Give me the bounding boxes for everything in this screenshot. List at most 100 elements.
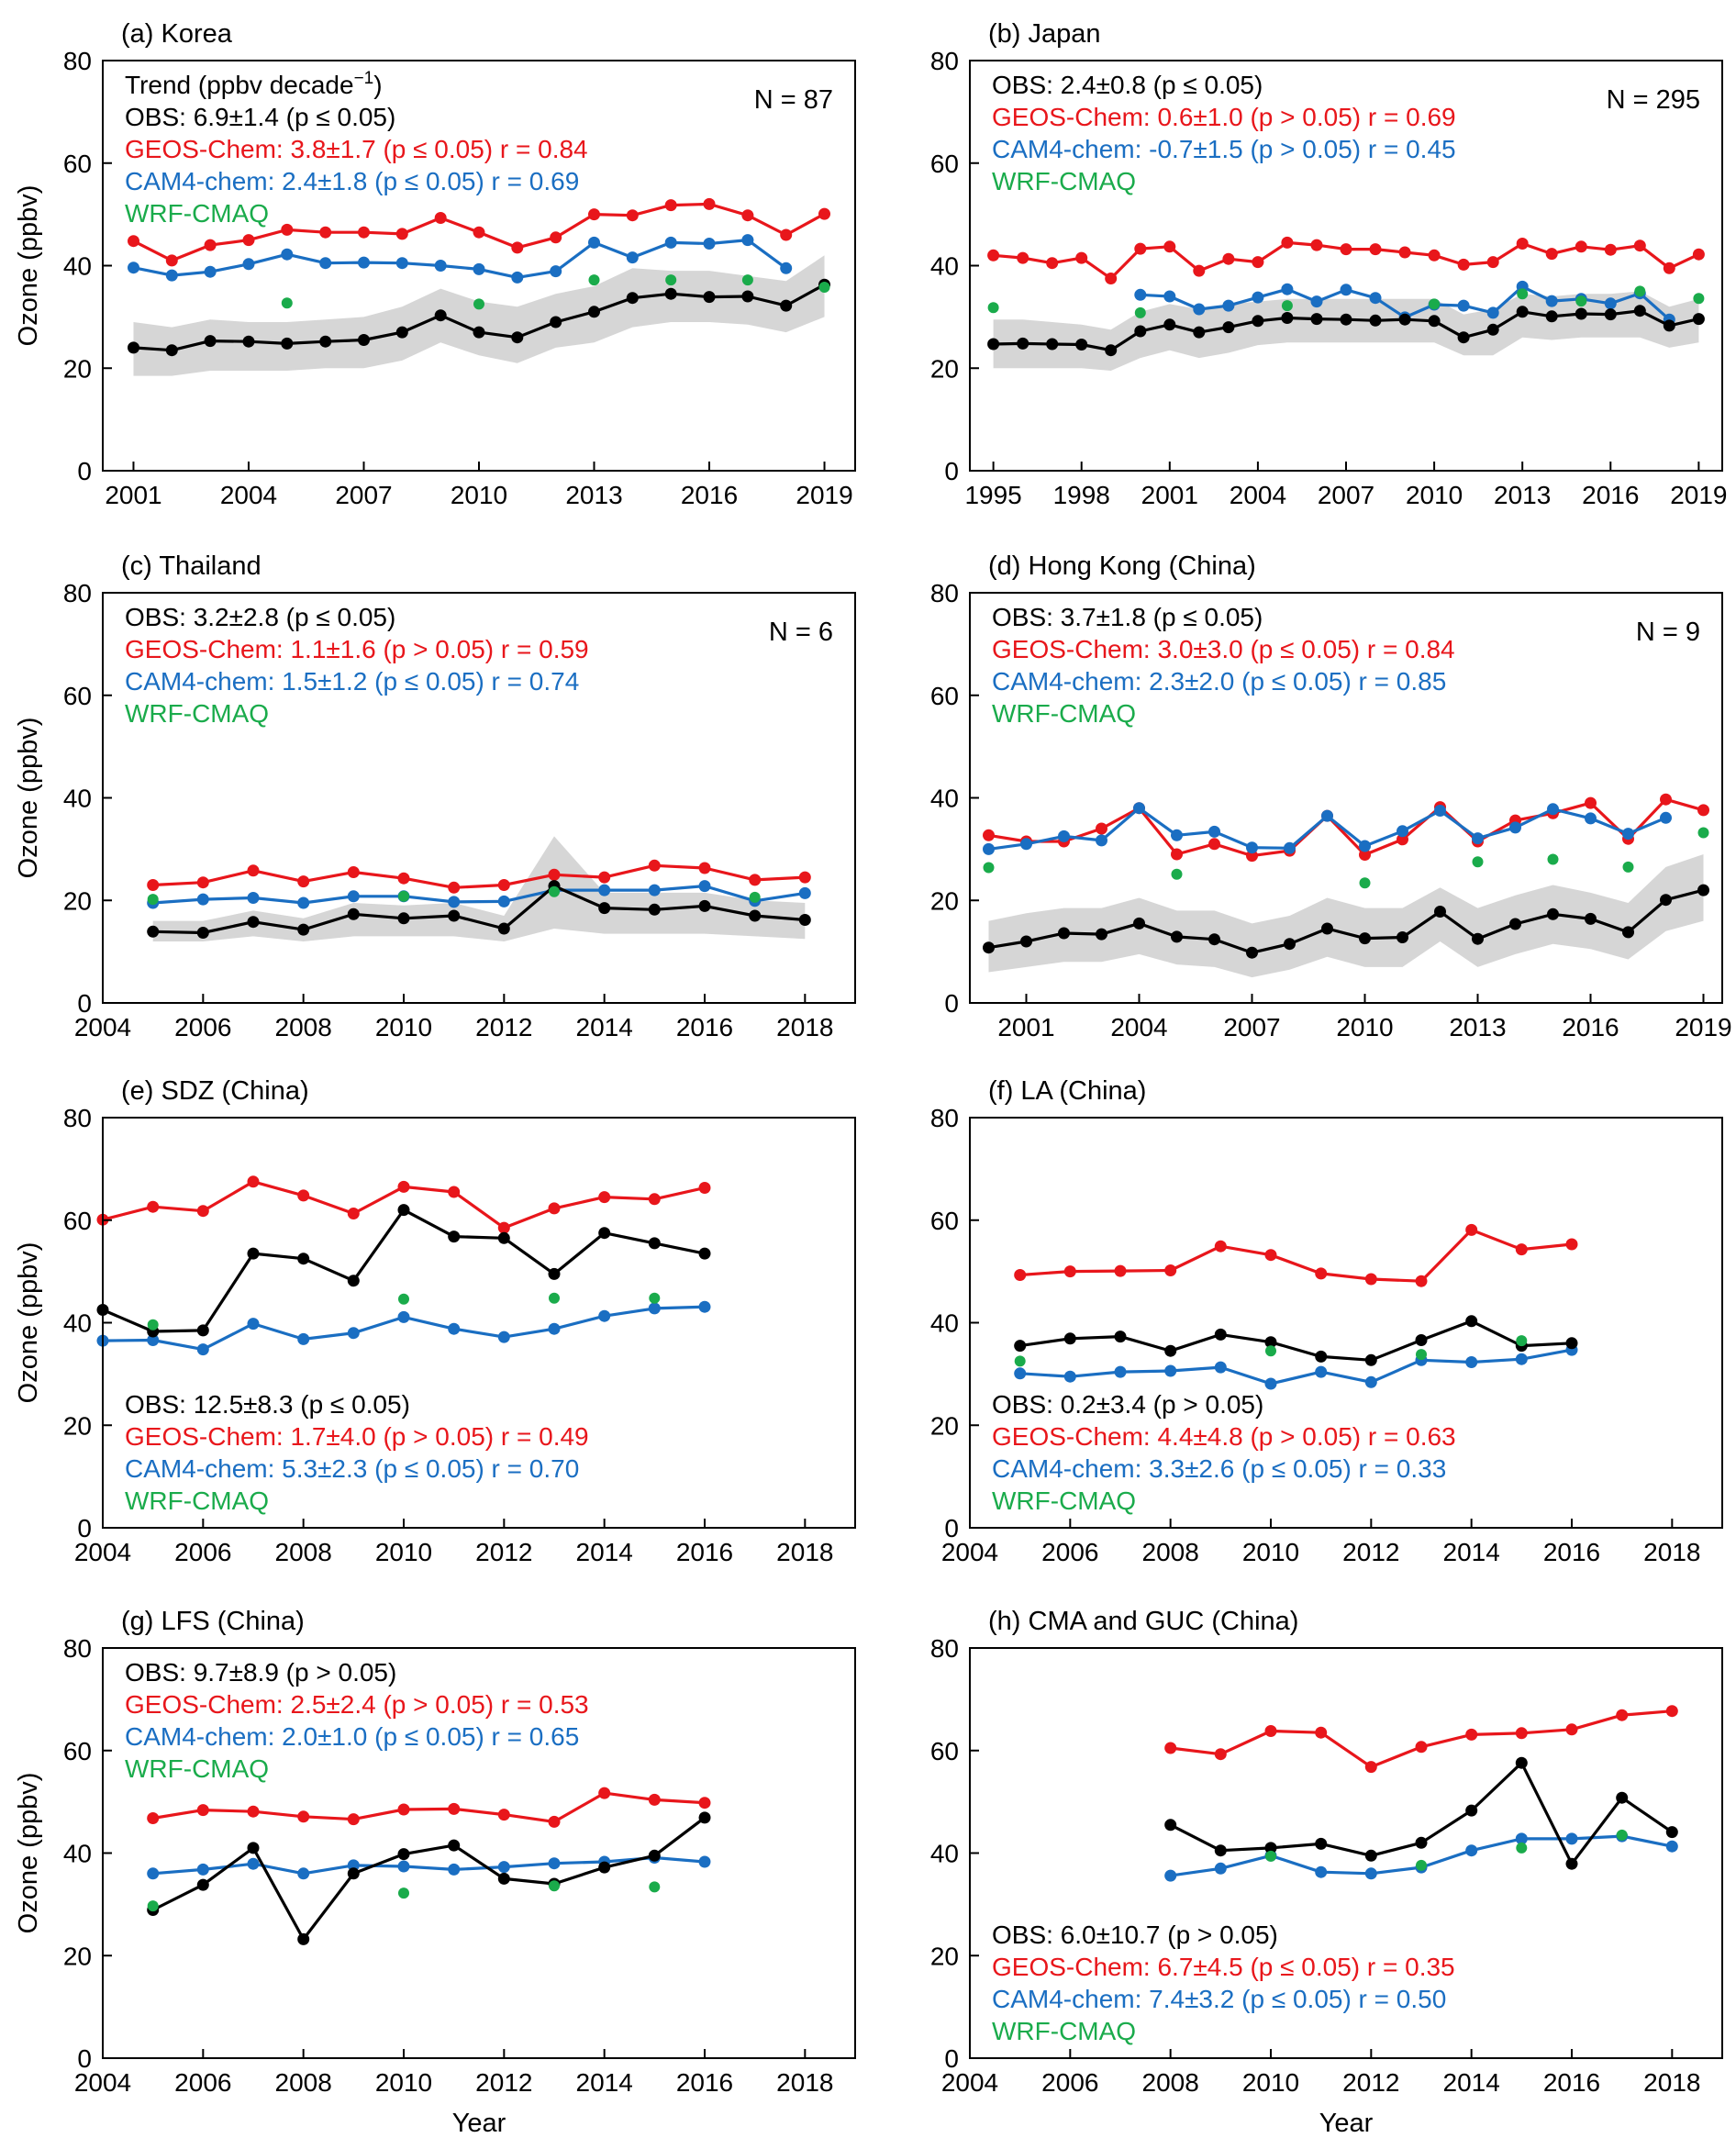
cam-point	[598, 884, 611, 896]
geos-point	[1633, 239, 1646, 252]
cam-point	[1284, 841, 1296, 854]
y-tick-label: 0	[944, 457, 959, 485]
obs-point	[1163, 318, 1176, 331]
geos-point	[347, 1208, 360, 1219]
cam-point	[1063, 1370, 1076, 1383]
panel-3: (c) Thailand 0 20 40 60 80 2004 2006 2008 2010 201…	[14, 551, 856, 1041]
obs-point	[397, 1204, 410, 1217]
wrf-point	[147, 1319, 159, 1331]
geos-point	[664, 199, 677, 212]
geos-line	[1170, 1709, 1673, 1769]
obs-point	[983, 941, 995, 954]
wrf-point	[741, 274, 753, 286]
cam-point	[1193, 303, 1206, 316]
obs-point	[1457, 331, 1470, 344]
legend-wrf: WRF-CMAQ	[125, 1754, 269, 1783]
obs-point	[1663, 319, 1675, 332]
geos-point	[297, 875, 310, 888]
y-tick-label: 20	[930, 886, 959, 915]
obs-range-band	[152, 836, 806, 941]
cam-point	[1364, 1867, 1377, 1880]
obs-point	[1616, 1791, 1629, 1804]
cam-point	[1465, 1844, 1478, 1857]
geos-point	[1575, 240, 1587, 253]
cam-point	[1622, 828, 1634, 841]
x-tick-label: 2006	[174, 1013, 231, 1041]
wrf-point	[398, 1293, 409, 1305]
obs-point	[1340, 313, 1352, 326]
y-tick-label: 60	[930, 682, 959, 710]
geos-point	[1660, 793, 1672, 806]
x-axis-title: Year	[1319, 2109, 1374, 2138]
x-tick-label: 2016	[676, 1013, 733, 1041]
geos-point	[448, 1802, 461, 1815]
y-tick-label: 20	[63, 1942, 92, 1970]
legend-geos: GEOS-Chem: 3.0±3.0 (p ≤ 0.05) r = 0.84	[992, 635, 1455, 663]
obs-point	[1565, 1337, 1578, 1350]
station-count: N = 6	[769, 618, 833, 647]
cam-point	[1340, 284, 1352, 296]
cam-point	[247, 1318, 260, 1331]
y-tick-label: 20	[930, 1942, 959, 1970]
obs-point	[1114, 1331, 1127, 1343]
cam-point	[588, 236, 600, 249]
geos-point	[1465, 1223, 1478, 1236]
x-tick-label: 2018	[776, 2068, 833, 2097]
wrf-point	[549, 885, 560, 897]
legend-geos: GEOS-Chem: 4.4±4.8 (p > 0.05) r = 0.63	[992, 1422, 1456, 1451]
geos-point	[165, 254, 178, 267]
geos-point	[1017, 251, 1029, 264]
panel-5: (e) SDZ (China) 0 20 40 60 80 2004 2006 2008 2010…	[14, 1076, 856, 1566]
wrf-point	[665, 274, 677, 286]
obs-point	[648, 903, 661, 916]
wrf-point	[818, 282, 830, 293]
obs-point	[1133, 917, 1145, 930]
obs-point	[1465, 1804, 1478, 1817]
y-tick-label: 20	[930, 1411, 959, 1440]
geos-point	[147, 1200, 160, 1213]
y-tick-label: 0	[77, 2044, 92, 2073]
cam-point	[196, 1863, 209, 1876]
obs-point	[1020, 935, 1032, 948]
geos-point	[397, 1180, 410, 1193]
obs-point	[1310, 313, 1323, 326]
geos-point	[1663, 262, 1675, 274]
x-tick-label: 2001	[1141, 481, 1198, 509]
y-tick-label: 20	[930, 354, 959, 383]
obs-point	[448, 1839, 461, 1852]
legend-cam: CAM4-chem: 2.4±1.8 (p ≤ 0.05) r = 0.69	[125, 167, 579, 195]
legend-obs: OBS: 3.2±2.8 (p ≤ 0.05)	[125, 603, 395, 631]
y-tick-label: 0	[77, 1514, 92, 1542]
legend-obs: OBS: 3.7±1.8 (p ≤ 0.05)	[992, 603, 1263, 631]
y-tick-label: 0	[77, 989, 92, 1018]
obs-point	[247, 916, 260, 929]
obs-point	[497, 1872, 510, 1885]
x-tick-label: 2016	[676, 1538, 733, 1566]
cam-point	[550, 265, 562, 278]
geos-point	[1310, 239, 1323, 251]
obs-point	[196, 927, 209, 939]
geos-point	[1214, 1240, 1227, 1253]
geos-point	[1134, 242, 1147, 255]
x-tick-label: 2010	[1242, 2068, 1299, 2097]
geos-point	[1264, 1249, 1277, 1262]
geos-point	[703, 197, 716, 210]
x-tick-label: 2010	[451, 481, 507, 509]
geos-point	[1114, 1264, 1127, 1277]
geos-point	[1046, 257, 1059, 270]
obs-point	[347, 1867, 360, 1880]
cam-point	[1164, 1869, 1177, 1882]
obs-point	[497, 922, 510, 935]
obs-point	[1105, 344, 1118, 357]
geos-point	[598, 871, 611, 884]
cam-point	[1214, 1361, 1227, 1374]
cam-point	[511, 271, 524, 284]
geos-point	[1565, 1723, 1578, 1736]
x-tick-label: 2004	[941, 2068, 998, 2097]
x-tick-label: 2013	[1494, 481, 1551, 509]
geos-point	[1171, 848, 1183, 861]
obs-point	[281, 337, 294, 350]
obs-point	[1315, 1350, 1328, 1363]
obs-point	[1697, 884, 1709, 896]
